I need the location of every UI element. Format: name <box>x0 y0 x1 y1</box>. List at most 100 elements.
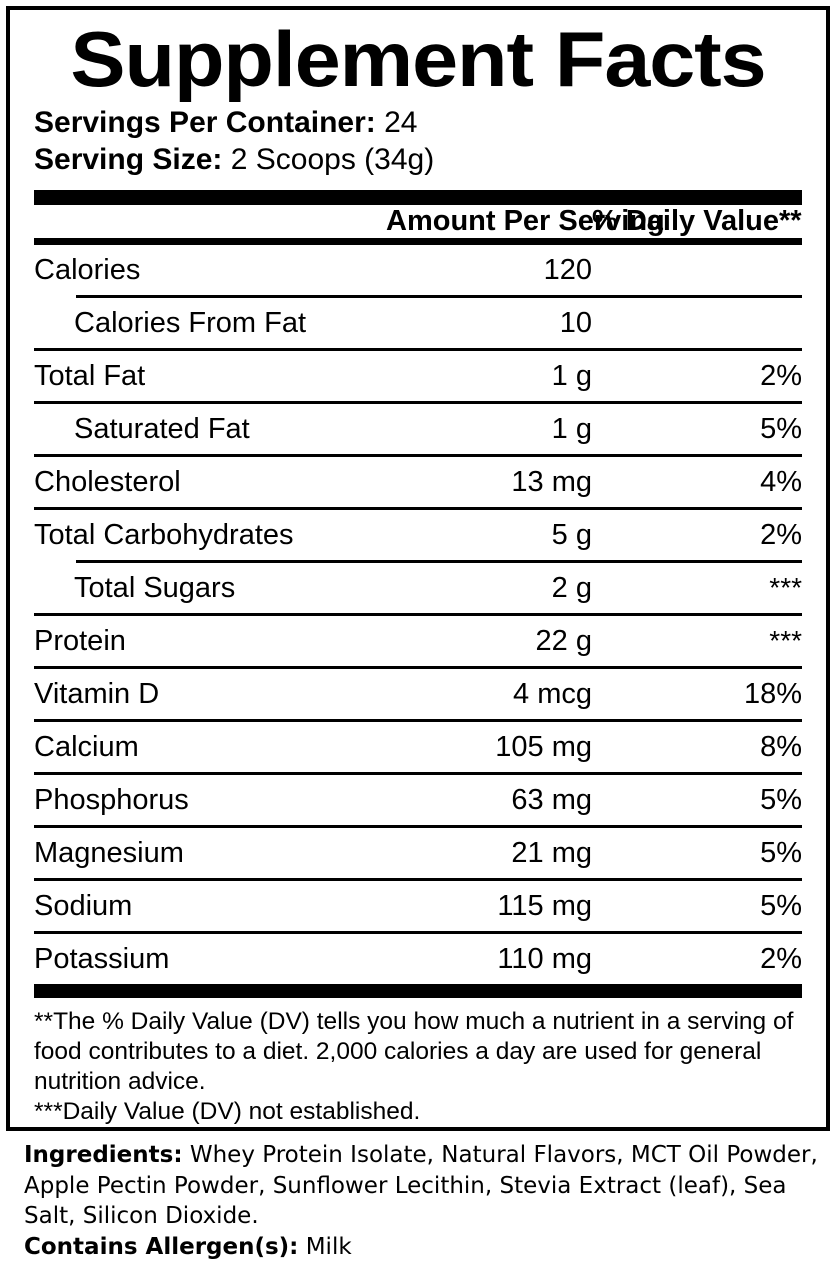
nutrient-amount: 120 <box>543 254 592 286</box>
row-divider-full <box>34 507 802 510</box>
ingredients-label: Ingredients: <box>24 1142 183 1168</box>
serving-size-value: 2 Scoops (34g) <box>230 143 435 176</box>
amount-per-serving-header: Amount Per Serving <box>386 205 665 237</box>
table-row: Sodium 115 mg 5% <box>34 881 802 931</box>
not-established-footnote: ***Daily Value (DV) not established. <box>34 1098 421 1125</box>
nutrient-amount: 115 mg <box>497 890 592 922</box>
nutrient-daily-value: 4% <box>760 466 802 498</box>
ingredients-line: Ingredients: Whey Protein Isolate, Natur… <box>24 1140 824 1232</box>
table-row: Saturated Fat 1 g 5% <box>34 404 802 454</box>
row-divider <box>34 295 802 298</box>
daily-value-header: % Daily Value** <box>592 205 802 237</box>
nutrient-daily-value <box>592 298 802 348</box>
row-divider <box>34 401 802 404</box>
row-divider-full <box>34 772 802 775</box>
row-divider-full <box>34 666 802 669</box>
nutrition-table: Amount Per Serving % Daily Value** Calor… <box>34 205 802 984</box>
nutrient-amount: 5 g <box>551 519 592 551</box>
footer-divider-bar <box>34 984 802 998</box>
nutrient-amount: 1 g <box>551 360 592 392</box>
row-divider <box>34 613 802 616</box>
nutrient-daily-value: 8% <box>760 731 802 763</box>
footnotes: **The % Daily Value (DV) tells you how m… <box>34 998 802 1127</box>
nutrient-daily-value: 18% <box>743 678 802 710</box>
nutrient-amount: 4 mcg <box>513 678 592 710</box>
row-divider-full <box>34 348 802 351</box>
ingredients-section: Ingredients: Whey Protein Isolate, Natur… <box>24 1140 824 1262</box>
nutrient-daily-value: 2% <box>760 519 802 551</box>
nutrient-name: Sodium <box>34 890 133 922</box>
row-divider <box>34 772 802 775</box>
table-row: Vitamin D 4 mcg 18% <box>34 669 802 719</box>
row-divider <box>34 560 802 563</box>
nutrient-daily-value: 2% <box>760 943 802 975</box>
row-divider <box>34 878 802 881</box>
nutrient-name: Calories From Fat <box>74 307 307 339</box>
nutrient-daily-value: 5% <box>760 413 802 445</box>
daily-value-footnote: **The % Daily Value (DV) tells you how m… <box>34 1008 794 1095</box>
servings-per-container-value: 24 <box>384 106 418 139</box>
row-divider-indented <box>76 295 802 298</box>
nutrient-amount: 1 g <box>551 413 592 445</box>
nutrient-name: Magnesium <box>34 837 184 869</box>
row-divider-full <box>34 931 802 934</box>
serving-size: Serving Size: 2 Scoops (34g) <box>34 141 802 178</box>
table-row: Magnesium 21 mg 5% <box>34 828 802 878</box>
table-row: Total Sugars 2 g *** <box>34 563 802 613</box>
table-row: Calories 120 <box>34 245 802 295</box>
row-divider-full <box>34 878 802 881</box>
table-row: Cholesterol 13 mg 4% <box>34 457 802 507</box>
nutrient-name: Saturated Fat <box>74 413 250 445</box>
nutrient-name: Vitamin D <box>34 678 160 710</box>
nutrient-name: Total Sugars <box>74 572 236 604</box>
nutrient-amount: 22 g <box>535 625 592 657</box>
nutrient-name: Total Carbohydrates <box>34 519 294 551</box>
ingredients-value: Whey Protein Isolate, Natural Flavors, M… <box>24 1142 818 1229</box>
nutrient-name: Potassium <box>34 943 170 975</box>
row-divider <box>34 454 802 457</box>
nutrient-daily-value: 5% <box>760 890 802 922</box>
nutrient-amount: 63 mg <box>511 784 592 816</box>
row-divider <box>34 719 802 722</box>
nutrient-daily-value <box>592 245 802 295</box>
servings-per-container-label: Servings Per Container: <box>34 106 376 139</box>
row-divider <box>34 931 802 934</box>
serving-size-label: Serving Size: <box>34 143 223 176</box>
row-divider <box>34 348 802 351</box>
row-divider-full <box>34 613 802 616</box>
nutrient-daily-value: 5% <box>760 837 802 869</box>
nutrient-name: Protein <box>34 625 126 657</box>
header-divider-bar <box>34 190 802 205</box>
servings-per-container: Servings Per Container: 24 <box>34 104 802 141</box>
header-rule-row <box>34 238 802 245</box>
row-divider <box>34 507 802 510</box>
nutrient-daily-value: *** <box>769 572 802 603</box>
allergen-line: Contains Allergen(s): Milk <box>24 1232 824 1263</box>
nutrient-amount: 13 mg <box>511 466 592 498</box>
table-row: Total Carbohydrates 5 g 2% <box>34 510 802 560</box>
table-row: Protein 22 g *** <box>34 616 802 666</box>
row-divider-indented <box>76 560 802 563</box>
table-row: Phosphorus 63 mg 5% <box>34 775 802 825</box>
supplement-facts-panel: Supplement Facts Servings Per Container:… <box>6 6 830 1131</box>
row-divider <box>34 825 802 828</box>
table-header-row: Amount Per Serving % Daily Value** <box>34 205 802 238</box>
nutrient-daily-value: 5% <box>760 784 802 816</box>
nutrient-amount: 10 <box>559 307 592 339</box>
nutrient-name: Calcium <box>34 731 139 763</box>
row-divider-full <box>34 454 802 457</box>
nutrient-daily-value: 2% <box>760 360 802 392</box>
nutrient-name: Calories <box>34 254 141 286</box>
nutrient-amount: 110 mg <box>497 943 592 975</box>
table-row: Calories From Fat 10 <box>34 298 802 348</box>
allergen-value: Milk <box>305 1233 352 1260</box>
table-row: Calcium 105 mg 8% <box>34 722 802 772</box>
allergen-label: Contains Allergen(s): <box>24 1233 299 1260</box>
row-divider-full <box>34 719 802 722</box>
nutrient-name: Cholesterol <box>34 466 181 498</box>
table-row: Total Fat 1 g 2% <box>34 351 802 401</box>
nutrient-name: Phosphorus <box>34 784 189 816</box>
table-row: Potassium 110 mg 2% <box>34 934 802 984</box>
page-title: Supplement Facts <box>70 15 766 103</box>
